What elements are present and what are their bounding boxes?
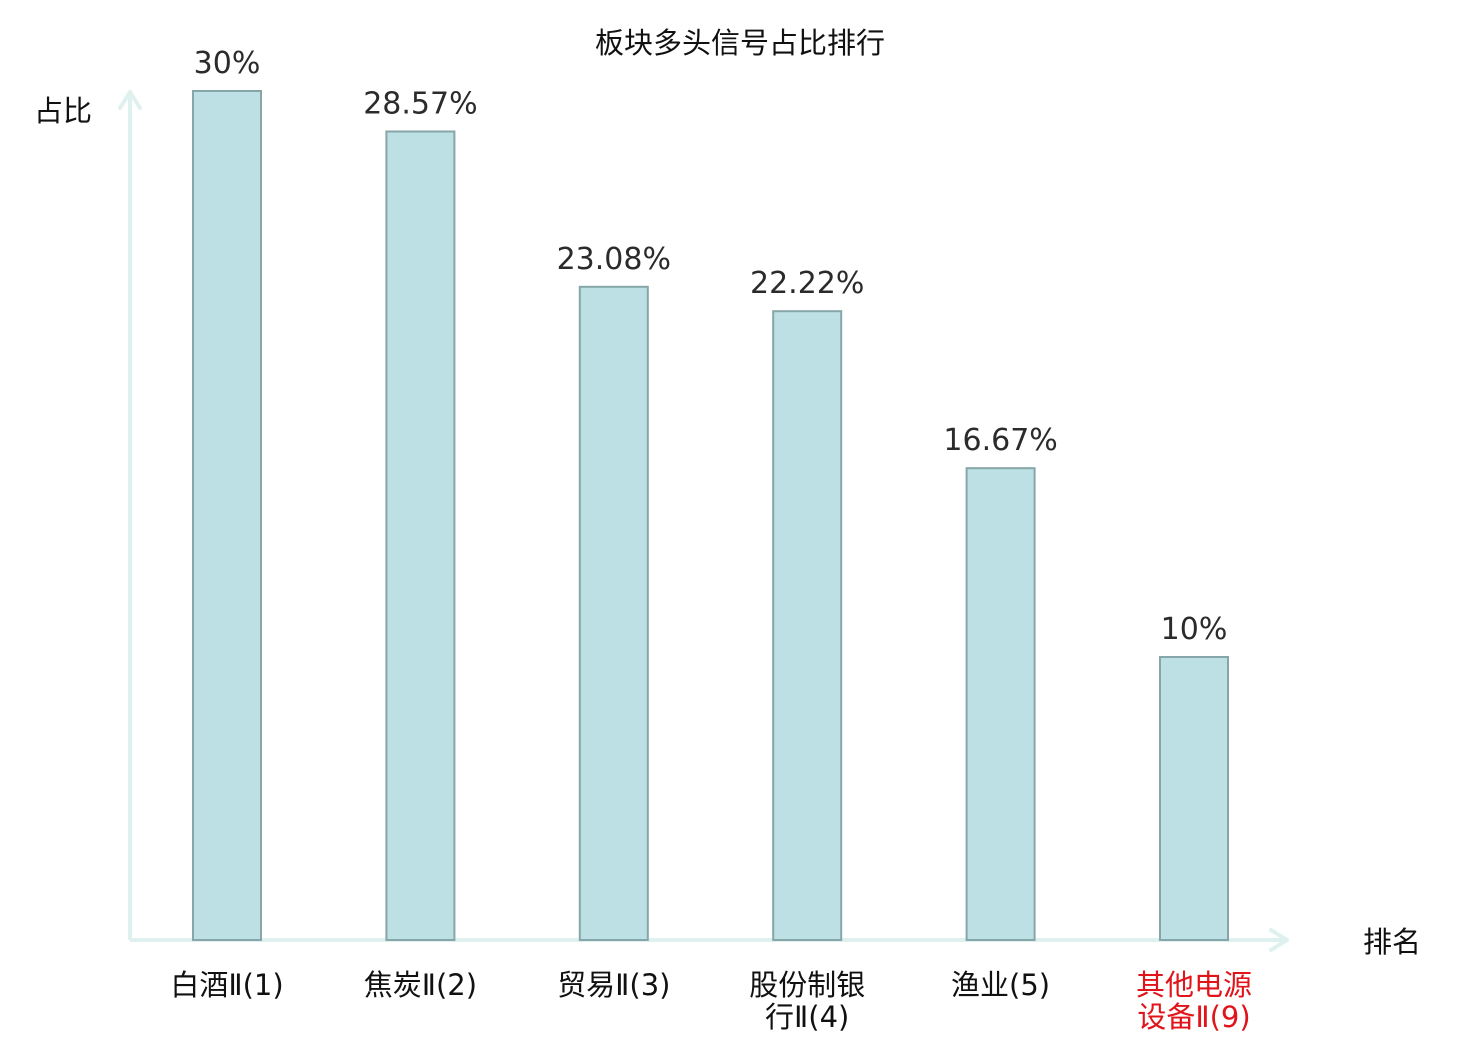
category-label-6: 其他电源设备Ⅱ(9) (1136, 968, 1252, 1034)
bar-4 (772, 310, 843, 941)
category-label-line: 设备Ⅱ(9) (1137, 1000, 1250, 1034)
category-label-3: 贸易Ⅱ(3) (557, 968, 670, 1002)
category-label-line: 焦炭Ⅱ(2) (364, 968, 477, 1002)
bar-2 (385, 130, 456, 941)
value-label-3: 23.08% (557, 242, 671, 277)
bar-1 (192, 90, 262, 941)
value-label-5: 16.67% (943, 423, 1057, 458)
x-axis-label: 排名 (1363, 925, 1421, 959)
category-label-line: 贸易Ⅱ(3) (557, 968, 670, 1002)
category-labels: 白酒Ⅱ(1) 焦炭Ⅱ(2) 贸易Ⅱ(3) 股份制银行Ⅱ(4) 渔业(5) 其他电源设备Ⅱ(… (170, 968, 1252, 1034)
category-label-line: 白酒Ⅱ(1) (170, 968, 283, 1002)
category-label-line: 渔业(5) (951, 968, 1050, 1002)
value-label-2: 28.57% (363, 87, 477, 122)
axes (118, 90, 1289, 952)
bar-3 (578, 285, 649, 941)
category-label-2: 焦炭Ⅱ(2) (364, 968, 477, 1002)
y-axis-arrow (118, 90, 142, 110)
value-label-1: 30% (194, 46, 261, 81)
category-label-5: 渔业(5) (951, 968, 1050, 1002)
bars (192, 90, 1229, 941)
bar-5 (965, 467, 1036, 941)
value-label-6: 10% (1161, 612, 1228, 647)
category-label-line: 股份制银 (749, 968, 865, 1002)
category-label-line: 行Ⅱ(4) (765, 1000, 849, 1034)
chart-title: 板块多头信号占比排行 (595, 26, 885, 60)
category-label-4: 股份制银行Ⅱ(4) (749, 968, 865, 1034)
category-label-line: 其他电源 (1136, 968, 1252, 1002)
y-axis-label: 占比 (34, 94, 92, 128)
value-label-4: 22.22% (750, 266, 864, 301)
x-axis-arrow (1269, 928, 1289, 952)
value-labels: 30% 28.57% 23.08% 22.22% 16.67% 10% (194, 46, 1228, 647)
bar-6 (1159, 656, 1229, 941)
category-label-1: 白酒Ⅱ(1) (170, 968, 283, 1002)
